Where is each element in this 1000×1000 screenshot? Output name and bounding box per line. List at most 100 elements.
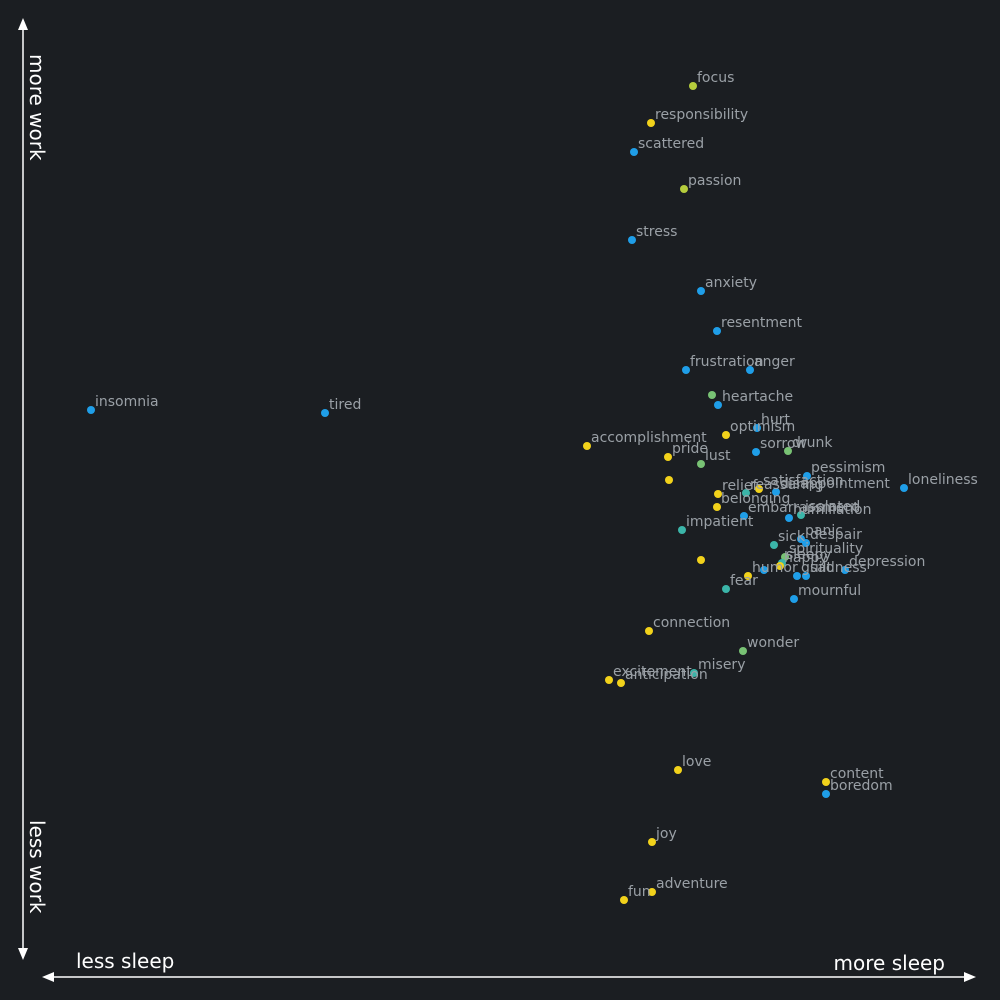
point-label-optimism: optimism bbox=[730, 419, 795, 435]
point-label-boredom: boredom bbox=[830, 778, 893, 794]
point-misery bbox=[690, 669, 698, 677]
point-sadness bbox=[802, 572, 810, 580]
point-label-responsibility: responsibility bbox=[655, 107, 748, 123]
point-reassuring bbox=[742, 489, 750, 497]
point-label-anticipation: anticipation bbox=[625, 667, 708, 683]
point-label-satisfaction: satisfaction bbox=[763, 473, 844, 489]
point-label-hurt: hurt bbox=[761, 412, 791, 428]
point-disappointment bbox=[772, 488, 780, 496]
y-axis: more work less work bbox=[18, 18, 49, 960]
point-spirituality bbox=[781, 553, 789, 561]
point-label-despair: despair bbox=[810, 527, 862, 543]
point-humiliation bbox=[785, 514, 793, 522]
point-focus bbox=[689, 82, 697, 90]
point-label-isolated: isolated bbox=[805, 499, 860, 515]
point-pride bbox=[664, 453, 672, 461]
point-label-spirituality: spirituality bbox=[789, 541, 863, 557]
point-relief bbox=[714, 490, 722, 498]
point-resentment bbox=[713, 327, 721, 335]
point-label-fear: fear bbox=[730, 573, 758, 589]
point-label-scattered: scattered bbox=[638, 136, 704, 152]
x-axis-high-label: more sleep bbox=[834, 951, 945, 975]
point-scattered bbox=[630, 148, 638, 156]
point-happy bbox=[776, 562, 784, 570]
point-fear bbox=[722, 585, 730, 593]
x-axis: less sleep more sleep bbox=[42, 949, 976, 982]
point-wonder bbox=[739, 647, 747, 655]
point-label-sadness: sadness bbox=[810, 560, 867, 576]
point-joy bbox=[648, 838, 656, 846]
point-tired bbox=[321, 409, 329, 417]
point-label-heartache: heartache bbox=[722, 389, 793, 405]
point-label-insomnia: insomnia bbox=[95, 394, 159, 410]
point-optimism bbox=[722, 431, 730, 439]
point-mournful bbox=[790, 595, 798, 603]
point-despair bbox=[802, 539, 810, 547]
point-label-sleepy: sleepy bbox=[786, 547, 832, 563]
point-responsibility bbox=[647, 119, 655, 127]
point-label-panic: panic bbox=[805, 523, 843, 539]
y-axis-low-label: less work bbox=[25, 820, 49, 914]
point-label-impatient: impatient bbox=[686, 514, 754, 530]
point-connection bbox=[645, 627, 653, 635]
point-label-passion: passion bbox=[688, 173, 741, 189]
point-anger bbox=[746, 366, 754, 374]
point-label-lust: lust bbox=[705, 448, 731, 464]
scatter-points bbox=[87, 82, 908, 904]
point-hurt bbox=[753, 424, 761, 432]
point-insomnia bbox=[87, 406, 95, 414]
point-label-mournful: mournful bbox=[798, 583, 861, 599]
point-passion bbox=[680, 185, 688, 193]
point-label-wonder: wonder bbox=[747, 635, 799, 651]
point-content bbox=[822, 778, 830, 786]
point-unlabeled-43 bbox=[760, 566, 768, 574]
y-axis-high-label: more work bbox=[25, 54, 49, 161]
point-label-anger: anger bbox=[754, 354, 795, 370]
point-heartache bbox=[714, 401, 722, 409]
point-pessimism bbox=[803, 472, 811, 480]
point-label-frustration: frustration bbox=[690, 354, 764, 370]
point-isolated bbox=[797, 511, 805, 519]
point-sorrow bbox=[752, 448, 760, 456]
point-label-loneliness: loneliness bbox=[908, 472, 978, 488]
point-label-love: love bbox=[682, 754, 711, 770]
point-label-focus: focus bbox=[697, 70, 734, 86]
point-label-humor: humor bbox=[752, 560, 798, 576]
point-label-misery: misery bbox=[698, 657, 745, 673]
point-label-sick: sick bbox=[778, 529, 806, 545]
point-anxiety bbox=[697, 287, 705, 295]
point-label-tired: tired bbox=[329, 397, 361, 413]
point-excitement bbox=[605, 676, 613, 684]
x-axis-arrow-left bbox=[42, 972, 54, 982]
point-label-belonging: belonging bbox=[721, 491, 790, 507]
point-boredom bbox=[822, 790, 830, 798]
y-axis-arrow-down bbox=[18, 948, 28, 960]
point-label-embarrassment: embarrassment bbox=[748, 500, 859, 516]
point-guilt bbox=[793, 572, 801, 580]
point-loneliness bbox=[900, 484, 908, 492]
point-embarrassment bbox=[740, 512, 748, 520]
point-drunk bbox=[784, 447, 792, 455]
point-humor bbox=[744, 572, 752, 580]
scatter-labels: insomnia tired focus responsibility scattere… bbox=[95, 70, 978, 900]
point-label-anxiety: anxiety bbox=[705, 275, 757, 291]
point-label-resentment: resentment bbox=[721, 315, 802, 331]
point-label-excitement: excitement bbox=[613, 664, 692, 680]
point-unlabeled-20 bbox=[665, 476, 673, 484]
point-unlabeled-36 bbox=[697, 556, 705, 564]
point-stress bbox=[628, 236, 636, 244]
point-sick bbox=[770, 541, 778, 549]
point-label-drunk: drunk bbox=[792, 435, 833, 451]
point-label-depression: depression bbox=[849, 554, 925, 570]
point-depression bbox=[841, 566, 849, 574]
point-belonging bbox=[713, 503, 721, 511]
point-label-guilt: guilt bbox=[801, 560, 833, 576]
point-label-pride: pride bbox=[672, 441, 708, 457]
point-accomplishment bbox=[583, 442, 591, 450]
point-label-accomplishment: accomplishment bbox=[591, 430, 707, 446]
point-label-connection: connection bbox=[653, 615, 730, 631]
y-axis-arrow-up bbox=[18, 18, 28, 30]
point-label-stress: stress bbox=[636, 224, 677, 240]
point-label-relief: relief bbox=[722, 478, 758, 494]
